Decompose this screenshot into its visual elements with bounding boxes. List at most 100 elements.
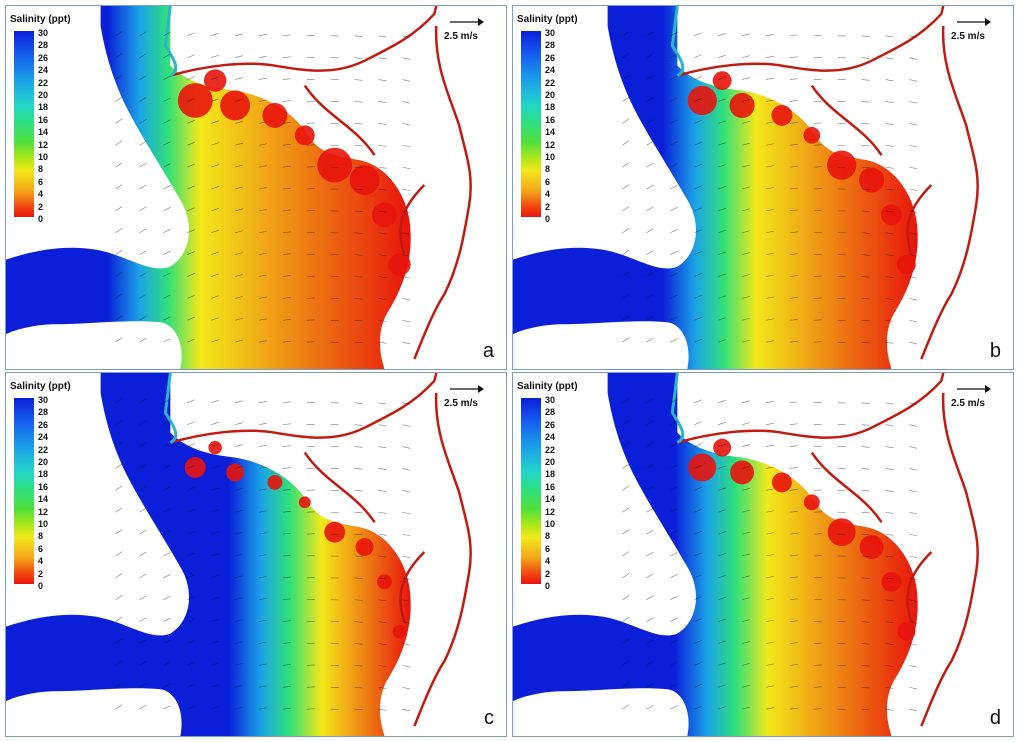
legend-tick-label: 10 xyxy=(545,152,556,162)
legend-color-bar xyxy=(14,398,34,584)
velocity-vectors xyxy=(622,31,918,345)
legend-tick-label: 26 xyxy=(38,52,49,63)
legend-title: Salinity (ppt) xyxy=(517,381,578,392)
legend-tick-label: 26 xyxy=(545,52,556,63)
panel-letter: d xyxy=(989,707,1001,729)
legend-tick-label: 28 xyxy=(545,407,556,418)
scale-label: 2.5 m/s xyxy=(444,31,478,42)
scale-label: 2.5 m/s xyxy=(951,31,985,42)
legend-tick-label: 0 xyxy=(38,581,44,591)
legend-title: Salinity (ppt) xyxy=(517,14,578,25)
legend-tick-label: 16 xyxy=(38,481,49,492)
legend-tick-label: 18 xyxy=(545,102,556,113)
legend-tick-label: 14 xyxy=(545,494,556,505)
legend-tick-label: 2 xyxy=(545,201,551,212)
legend-tick-label: 12 xyxy=(545,139,556,150)
marsh-patches xyxy=(687,71,916,274)
legend-tick-label: 12 xyxy=(38,139,49,150)
map-panel-b: Salinity (ppt) 30 28 26 24 22 20 18 16 14 12 10 8 6 4 2… xyxy=(512,5,1014,370)
legend-tick-label: 28 xyxy=(38,407,49,418)
velocity-vectors xyxy=(115,398,411,712)
legend-tick-label: 16 xyxy=(38,114,49,125)
legend-tick-label: 24 xyxy=(545,432,556,443)
marsh-patches xyxy=(184,440,407,639)
velocity-scale: 2.5 m/s xyxy=(444,381,496,411)
legend-tick-label: 30 xyxy=(38,395,49,405)
legend-tick-label: 10 xyxy=(545,519,556,529)
legend-tick-label: 6 xyxy=(38,176,44,187)
legend-tick-label: 20 xyxy=(38,90,49,100)
legend-tick-label: 16 xyxy=(545,481,556,492)
estuary-water xyxy=(513,373,918,736)
salinity-legend: Salinity (ppt) 30 28 26 24 22 20 18 16 14 12 10 8 6 4 2… xyxy=(517,381,578,601)
salinity-map-a xyxy=(6,6,472,369)
legend-tick-label: 30 xyxy=(545,395,556,405)
legend-tick-label: 30 xyxy=(545,28,556,38)
legend-title: Salinity (ppt) xyxy=(10,14,71,25)
velocity-scale: 2.5 m/s xyxy=(951,14,1003,44)
legend-tick-label: 8 xyxy=(38,531,44,542)
legend-tick-label: 4 xyxy=(38,189,44,200)
legend-tick-label: 6 xyxy=(38,543,44,554)
legend-tick-label: 6 xyxy=(545,176,551,187)
legend-tick-label: 28 xyxy=(38,40,49,51)
legend-tick-label: 2 xyxy=(545,568,551,579)
legend-tick-label: 0 xyxy=(545,214,551,224)
legend-tick-label: 2 xyxy=(38,201,44,212)
legend-tick-label: 24 xyxy=(38,432,49,443)
legend-tick-label: 18 xyxy=(38,469,49,480)
salinity-map-b xyxy=(513,6,979,369)
scale-arrow-icon xyxy=(450,18,484,26)
salinity-map-c xyxy=(6,373,472,736)
legend-tick-label: 10 xyxy=(38,152,49,162)
legend-tick-label: 22 xyxy=(545,77,556,88)
map-panel-a: Salinity (ppt) 30 28 26 24 22 20 18 16 14 12 10 8 6 4 2… xyxy=(5,5,507,370)
legend-tick-label: 8 xyxy=(545,164,551,175)
legend-tick-label: 24 xyxy=(38,65,49,76)
legend-title: Salinity (ppt) xyxy=(10,381,71,392)
legend-tick-label: 28 xyxy=(545,40,556,51)
marsh-patches xyxy=(688,438,916,641)
legend-tick-label: 18 xyxy=(38,102,49,113)
legend-tick-label: 20 xyxy=(545,457,556,467)
estuary-water xyxy=(6,373,411,736)
legend-tick-label: 4 xyxy=(38,556,44,567)
estuary-water xyxy=(513,6,918,369)
legend-tick-label: 8 xyxy=(545,531,551,542)
scale-label: 2.5 m/s xyxy=(951,398,985,409)
legend-color-bar xyxy=(521,31,541,217)
marsh-patches xyxy=(177,69,411,276)
legend-tick-label: 20 xyxy=(38,457,49,467)
legend-tick-label: 14 xyxy=(38,494,49,505)
velocity-vectors xyxy=(115,31,411,345)
velocity-scale: 2.5 m/s xyxy=(444,14,496,44)
velocity-vectors xyxy=(622,398,918,712)
legend-tick-label: 12 xyxy=(545,506,556,517)
scale-arrow-icon xyxy=(957,18,991,26)
legend-color-bar xyxy=(521,398,541,584)
legend-tick-label: 2 xyxy=(38,568,44,579)
panel-letter: a xyxy=(482,340,494,362)
legend-tick-label: 14 xyxy=(545,127,556,138)
legend-tick-label: 22 xyxy=(38,444,49,455)
salinity-legend: Salinity (ppt) 30 28 26 24 22 20 18 16 14 12 10 8 6 4 2… xyxy=(10,381,71,601)
legend-tick-label: 8 xyxy=(38,164,44,175)
legend-tick-label: 4 xyxy=(545,556,551,567)
map-panel-d: Salinity (ppt) 30 28 26 24 22 20 18 16 14 12 10 8 6 4 2… xyxy=(512,372,1014,737)
legend-tick-label: 26 xyxy=(38,419,49,430)
legend-tick-label: 26 xyxy=(545,419,556,430)
legend-color-bar xyxy=(14,31,34,217)
salinity-legend: Salinity (ppt) 30 28 26 24 22 20 18 16 14 12 10 8 6 4 2… xyxy=(10,14,71,234)
scale-arrow-icon xyxy=(957,385,991,393)
salinity-map-d xyxy=(513,373,979,736)
legend-tick-label: 22 xyxy=(38,77,49,88)
legend-tick-label: 18 xyxy=(545,469,556,480)
scale-label: 2.5 m/s xyxy=(444,398,478,409)
velocity-scale: 2.5 m/s xyxy=(951,381,1003,411)
map-panel-c: Salinity (ppt) 30 28 26 24 22 20 18 16 14 12 10 8 6 4 2… xyxy=(5,372,507,737)
salinity-legend: Salinity (ppt) 30 28 26 24 22 20 18 16 14 12 10 8 6 4 2… xyxy=(517,14,578,234)
legend-tick-label: 30 xyxy=(38,28,49,38)
legend-tick-label: 4 xyxy=(545,189,551,200)
estuary-water xyxy=(6,6,411,369)
legend-tick-label: 22 xyxy=(545,444,556,455)
